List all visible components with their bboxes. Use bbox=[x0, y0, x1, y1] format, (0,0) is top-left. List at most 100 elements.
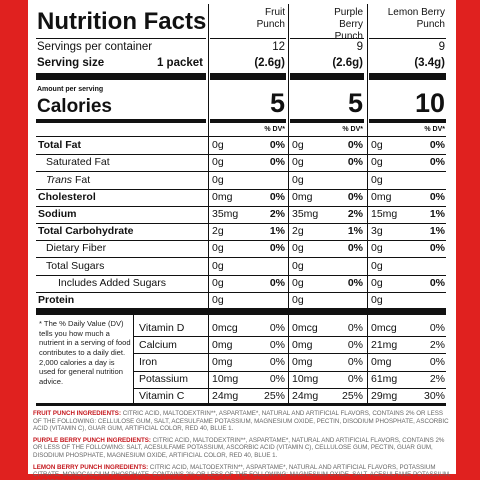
daily-value: 2% bbox=[347, 208, 363, 220]
vitamin-name: Iron bbox=[139, 355, 158, 368]
nutrient-name: Dietary Fiber bbox=[46, 242, 107, 255]
vitamin-name: Vitamin D bbox=[139, 321, 185, 334]
daily-value: 0% bbox=[269, 242, 285, 255]
daily-value: 0% bbox=[429, 355, 445, 368]
daily-value: 0% bbox=[429, 321, 445, 334]
rule bbox=[133, 353, 446, 355]
dv-header: % DV* bbox=[342, 125, 363, 133]
daily-value: 0% bbox=[347, 276, 363, 289]
daily-value: 0% bbox=[347, 139, 363, 152]
rule bbox=[36, 240, 446, 241]
thick-rule bbox=[210, 73, 286, 80]
amount: 0mg bbox=[371, 355, 392, 368]
daily-value: 0% bbox=[269, 139, 285, 152]
ingredient-text: CITRIC ACID, MALTODEXTRIN**, ASPARTAME*,… bbox=[33, 436, 445, 459]
rule bbox=[36, 222, 446, 224]
daily-value: 0% bbox=[347, 242, 363, 255]
serving-size: (3.4g) bbox=[414, 57, 445, 70]
ingredient-text: CITRIC ACID, MALTODEXTRIN**, ASPARTAME*,… bbox=[33, 463, 451, 480]
daily-value: 0% bbox=[347, 156, 363, 169]
nutrient-name: Total Carbohydrate bbox=[38, 225, 134, 238]
product-name: Purple Berry Punch bbox=[334, 7, 363, 42]
nutrient-name: Protein bbox=[38, 294, 75, 306]
nutrient-name: Trans Fat bbox=[46, 174, 90, 187]
amount: 0g bbox=[292, 139, 304, 152]
amount: 0g bbox=[371, 156, 383, 169]
daily-value: 25% bbox=[341, 389, 363, 402]
amount: 0g bbox=[212, 259, 224, 272]
rule bbox=[36, 291, 446, 293]
rule bbox=[36, 257, 446, 259]
daily-value: 0% bbox=[269, 276, 285, 289]
daily-value: 0% bbox=[269, 321, 285, 334]
amount: 0g bbox=[212, 139, 224, 152]
rule bbox=[36, 38, 206, 39]
amount: 35mg bbox=[212, 208, 239, 220]
daily-value: 0% bbox=[347, 321, 363, 334]
amount: 0g bbox=[371, 242, 383, 255]
amount: 15mg bbox=[371, 208, 398, 220]
calories: 5 bbox=[269, 87, 285, 118]
serving-size-label: Serving size bbox=[37, 57, 105, 70]
footnote-divider bbox=[132, 315, 134, 405]
daily-value: 0% bbox=[269, 355, 285, 368]
calories: 10 bbox=[414, 87, 445, 118]
serving-unit: 1 packet bbox=[156, 57, 203, 70]
amount: 0g bbox=[292, 173, 304, 186]
nutrient-name: Includes Added Sugars bbox=[58, 276, 166, 289]
daily-value: 0% bbox=[269, 372, 285, 385]
product-name: Lemon Berry Punch bbox=[387, 7, 445, 30]
amount: 0mg bbox=[292, 190, 313, 203]
nutrient-name: Total Sugars bbox=[46, 259, 105, 272]
rule bbox=[36, 136, 446, 137]
daily-value: 30% bbox=[423, 389, 445, 402]
amount: 0mcg bbox=[371, 321, 397, 334]
daily-value: 2% bbox=[429, 338, 445, 351]
amount: 2g bbox=[292, 225, 304, 238]
amount: 0g bbox=[292, 242, 304, 255]
thick-rule bbox=[369, 119, 446, 123]
amount: 0g bbox=[371, 139, 383, 152]
daily-value: 0% bbox=[347, 372, 363, 385]
amount: 0mg bbox=[212, 355, 233, 368]
daily-value: 0% bbox=[269, 190, 285, 203]
servings: 9 bbox=[356, 41, 363, 54]
thick-rule bbox=[369, 73, 446, 80]
amount: 0mg bbox=[212, 190, 233, 203]
amount: 0g bbox=[371, 173, 383, 186]
thick-rule bbox=[290, 119, 364, 123]
column-divider bbox=[207, 4, 209, 405]
amount: 0mg bbox=[292, 355, 313, 368]
amount: 10mg bbox=[212, 372, 239, 385]
daily-value: 2% bbox=[269, 208, 285, 220]
ingredient-paragraph: PURPLE BERRY PUNCH INGREDIENTS: CITRIC A… bbox=[33, 437, 451, 460]
nutrient-name: Saturated Fat bbox=[46, 156, 110, 169]
daily-value: 1% bbox=[269, 225, 285, 238]
ingredient-label: FRUIT PUNCH INGREDIENTS: bbox=[33, 410, 121, 417]
amount: 0g bbox=[212, 173, 224, 186]
amount: 0mg bbox=[371, 190, 392, 203]
daily-value: 0% bbox=[429, 190, 445, 203]
amount: 2g bbox=[212, 225, 224, 238]
dv-header: % DV* bbox=[424, 125, 445, 133]
rule bbox=[133, 370, 446, 372]
rule bbox=[210, 38, 286, 39]
amount: 0g bbox=[292, 276, 304, 289]
thick-rule bbox=[36, 308, 446, 316]
daily-value: 0% bbox=[429, 139, 445, 152]
daily-value: 0% bbox=[429, 156, 445, 169]
thick-rule bbox=[210, 119, 286, 123]
footnote: * The % Daily Value (DV) tells you how m… bbox=[39, 319, 131, 386]
ingredient-label: PURPLE BERRY PUNCH INGREDIENTS: bbox=[33, 436, 151, 444]
daily-value: 0% bbox=[429, 242, 445, 255]
ingredients: FRUIT PUNCH INGREDIENTS: CITRIC ACID, MA… bbox=[33, 410, 451, 480]
thick-rule bbox=[36, 119, 206, 123]
amount: 0g bbox=[212, 242, 224, 255]
servings: 9 bbox=[438, 41, 445, 54]
amount: 0mcg bbox=[292, 321, 318, 334]
amount-per-serving: Amount per serving bbox=[37, 85, 104, 93]
nutrient-name: Sodium bbox=[38, 208, 77, 220]
nutrient-name: Cholesterol bbox=[38, 190, 96, 203]
thick-rule bbox=[290, 73, 364, 80]
